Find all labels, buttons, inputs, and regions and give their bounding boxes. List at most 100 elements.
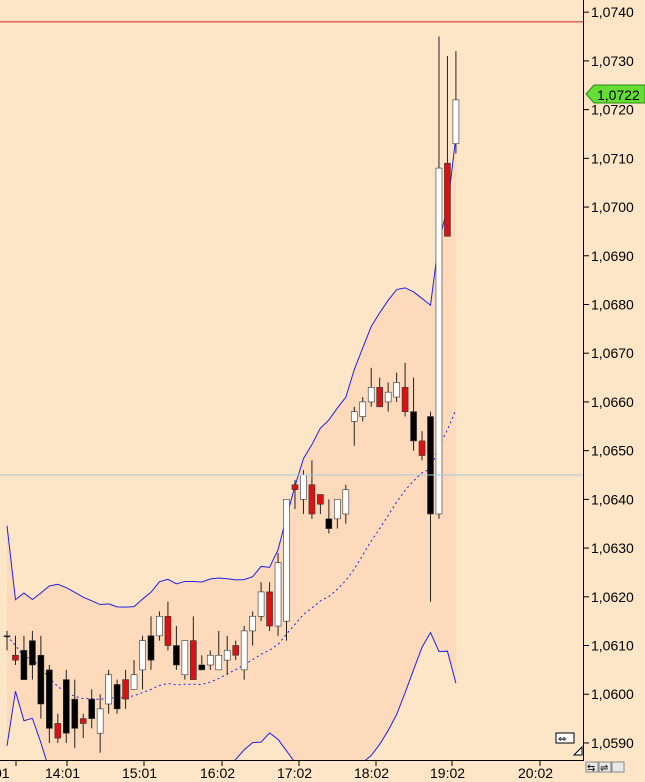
y-tick-label: 1,0590 [591,735,634,751]
candle [54,713,62,743]
candle-body [266,591,273,627]
candle [29,630,36,680]
x-tick-label: 15:01 [122,765,157,781]
candle-body [435,167,443,515]
candle-body [139,640,146,671]
y-tick-label: 1,0630 [591,540,634,556]
y-tick-label: 1,0660 [591,394,634,410]
candle [232,640,239,661]
candle-body [249,615,256,632]
x-tick-label: 17:02 [277,765,312,781]
candle-body [71,698,79,729]
band-fill [7,136,456,782]
scroll-button[interactable] [555,732,575,744]
candle [308,460,316,519]
candle-body [105,674,112,705]
price-tag-label: 1,0722 [597,87,640,103]
candle [223,635,231,675]
candle [240,626,248,680]
y-tick-label: 1,0690 [591,248,634,264]
candle-body [181,640,189,676]
candle [88,689,95,729]
candle-body [384,391,392,403]
candle [291,479,299,510]
price-axis-panel[interactable] [584,0,645,782]
candle [418,431,426,461]
candle [266,582,273,631]
x-tick-label: 19:02 [430,765,465,781]
candle [46,665,53,743]
candle-body [190,640,197,680]
upper-band-line [6,136,457,608]
candle-body [359,401,367,417]
candle [452,51,460,154]
candle-body [452,99,460,145]
candle [317,494,324,514]
candle-body [29,640,36,666]
candle [367,367,375,407]
candle-body [300,474,307,500]
candle-body [12,654,19,661]
y-tick-label: 1,0600 [591,686,634,702]
y-tick-label: 1,0610 [591,638,634,654]
candle [96,694,104,753]
y-tick-label: 1,0670 [591,345,634,361]
candle-body [427,416,434,515]
candle [401,362,409,417]
candle [206,650,214,670]
y-tick-label: 1,0680 [591,296,634,312]
candle [139,635,146,690]
y-tick-label: 1,0640 [591,491,634,507]
candle-body [215,654,223,671]
candle [257,582,265,622]
candle [435,36,443,519]
price-tag-shape [585,84,645,104]
candle [130,660,138,690]
candle-body [401,387,409,412]
candle-body [232,645,239,656]
x-tick-label: 14:01 [45,765,80,781]
candle-body [376,387,383,408]
zoom-button[interactable] [611,761,625,773]
candle-body [20,650,28,680]
candle [3,630,11,651]
candle [325,499,333,534]
candle-body [130,674,138,690]
candle [164,601,172,651]
resize-grip-icon[interactable] [572,745,583,756]
scroll-left-button[interactable] [585,761,599,773]
y-tick-label: 1,0620 [591,589,634,605]
candle-body [342,489,350,515]
candle [62,669,70,743]
time-axis-panel[interactable] [0,760,584,782]
candle [274,552,282,636]
candle-body [410,411,417,442]
candle [79,713,87,739]
candle [198,655,206,671]
x-tick-label: 20:02 [518,765,553,781]
candle [71,679,79,748]
candle [283,499,290,641]
candle [181,640,189,680]
candle-body [393,382,400,398]
candle [410,377,417,451]
scroll-right-button[interactable] [598,761,612,773]
candle-body [113,684,121,710]
candle [359,397,367,422]
candle-body [334,499,341,520]
candle [342,484,350,524]
x-tick-label: 18:02 [354,765,389,781]
candle [384,382,392,412]
scroll-icon: ⇔ [558,734,566,745]
current-price-tag: 1,0722 [585,84,645,104]
candle-body [164,615,172,646]
candle-body [37,654,45,705]
candle-body [350,411,358,422]
y-tick-label: 1,0700 [591,199,634,215]
candle [156,611,163,641]
y-tick-label: 1,0740 [591,4,634,20]
candle [147,616,155,670]
axis-buttons: ⇔ ⇆ ⇌ [555,732,625,774]
candle [113,679,121,714]
